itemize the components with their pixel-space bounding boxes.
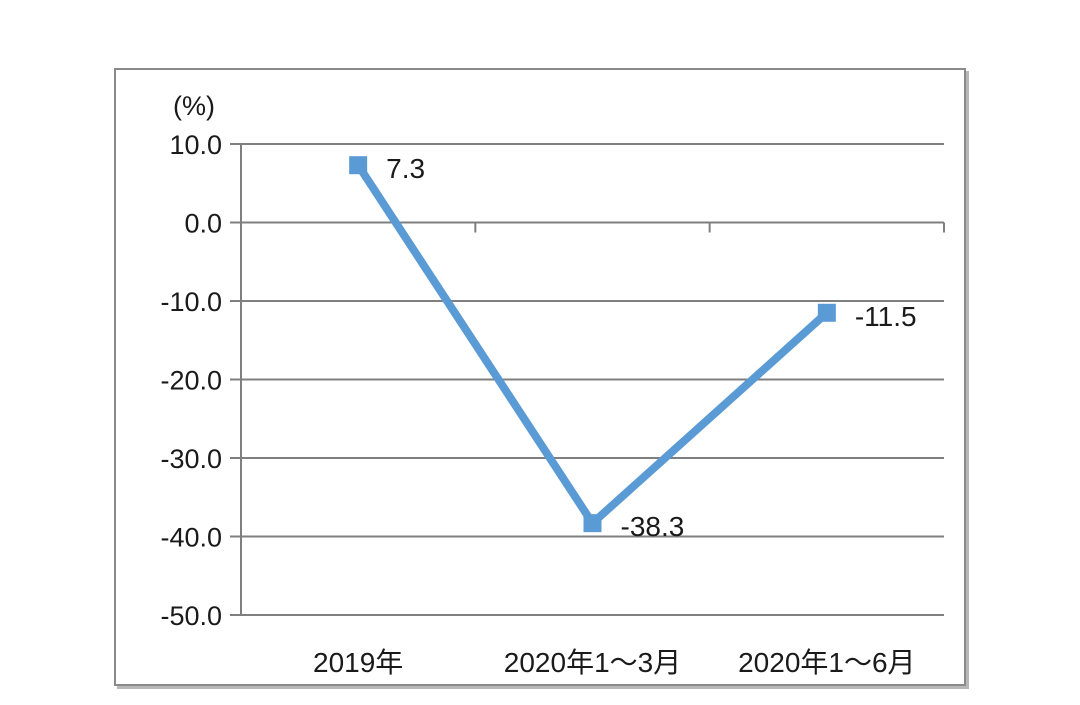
y-tick-label: -20.0 <box>160 366 222 396</box>
y-tick-label: 10.0 <box>169 130 222 160</box>
y-tick-label: -10.0 <box>160 287 222 317</box>
data-point-label: 7.3 <box>386 153 425 184</box>
y-axis-unit-label: (%) <box>173 91 215 121</box>
data-point-label: -38.3 <box>621 511 685 542</box>
data-point-marker <box>583 514 602 533</box>
y-tick-label: -30.0 <box>160 444 222 474</box>
data-point-marker <box>349 156 368 175</box>
data-point-label: -11.5 <box>855 301 917 332</box>
data-line-series <box>354 161 831 528</box>
y-tick-label: 0.0 <box>184 209 222 239</box>
chart-canvas: 10.0 0.0 -10.0 -20.0 -30.0 -40.0 -50.0 7.3 -38.3… <box>160 130 945 678</box>
x-category-label: 2019年 <box>313 647 403 678</box>
x-category-label: 2020年1～6月 <box>738 647 915 678</box>
line-chart-frame: (%) 10.0 0.0 -10.0 -20.0 -30.0 -40.0 -50.0 7.3 -… <box>114 68 966 686</box>
data-point-marker <box>817 303 836 322</box>
y-tick-label: -50.0 <box>160 601 222 631</box>
x-category-label: 2020年1～3月 <box>504 647 681 678</box>
y-tick-label: -40.0 <box>160 523 222 553</box>
